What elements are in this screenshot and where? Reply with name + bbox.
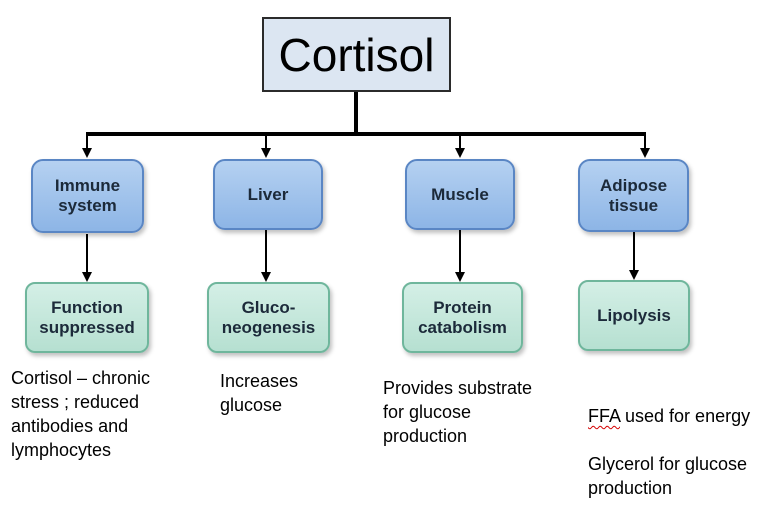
effect-function-suppressed: Function suppressed [25, 282, 149, 353]
effect-gluconeogenesis: Gluco- neogenesis [207, 282, 330, 353]
note-ffa-rest: used for energy [620, 406, 751, 426]
note-ffa-abbreviation: FFA [588, 406, 621, 426]
note-muscle: Provides substrate for glucose productio… [383, 378, 533, 446]
note-adipose-line1: FFA used for energy [588, 404, 778, 428]
organ-immune-system: Immune system [31, 159, 144, 233]
effect-protein-catabolism: Protein catabolism [402, 282, 523, 353]
organ-adipose-tissue: Adipose tissue [578, 159, 689, 232]
note-adipose: FFA used for energy Glycerol for glucose… [588, 380, 778, 524]
effect-lipolysis: Lipolysis [578, 280, 690, 351]
organ-muscle: Muscle [405, 159, 515, 230]
note-liver: Increases glucose [220, 371, 299, 415]
connector-lines [82, 92, 650, 282]
note-adipose-rest: Glycerol for glucose production [588, 454, 748, 498]
note-immune-system: Cortisol – chronic stress ; reduced anti… [11, 368, 151, 460]
organ-liver: Liver [213, 159, 323, 230]
title-box: Cortisol [262, 17, 451, 92]
